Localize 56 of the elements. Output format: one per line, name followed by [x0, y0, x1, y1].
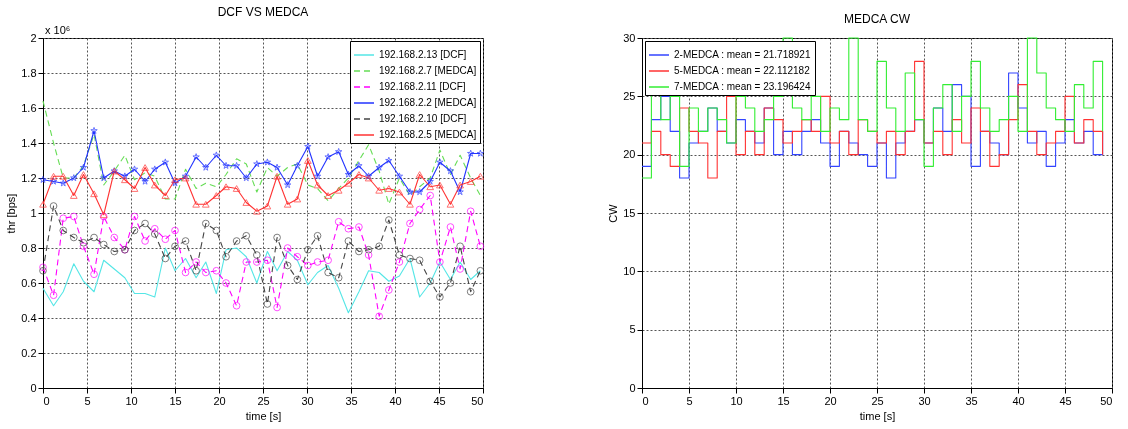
- legend-label: 192.168.2.10 [DCF]: [379, 113, 467, 124]
- y-tick-label: 1.4: [21, 136, 37, 149]
- x-tick-label: 25: [257, 394, 270, 407]
- y-tick-label: 1: [30, 206, 37, 219]
- y-tick-label: 25: [623, 89, 636, 102]
- x-tick-label: 30: [301, 394, 314, 407]
- y-tick-label: 1.2: [21, 171, 37, 184]
- chart-title: DCF VS MEDCA: [217, 5, 309, 19]
- legend-label: 2-MEDCA : mean = 21.718921: [674, 49, 811, 60]
- legend-label: 7-MEDCA : mean = 23.196424: [674, 81, 811, 92]
- x-axis-title: time [s]: [859, 409, 896, 422]
- y-tick-label: 0.8: [21, 241, 37, 254]
- x-tick-label: 5: [84, 394, 91, 407]
- x-tick-label: 15: [777, 394, 790, 407]
- legend-label: 192.168.2.11 [DCF]: [379, 81, 466, 92]
- y-tick-label: 2: [30, 31, 37, 44]
- y-tick-label: 0.4: [21, 311, 37, 324]
- x-tick-label: 15: [169, 394, 182, 407]
- x-tick-label: 0: [642, 394, 649, 407]
- legend-label: 192.168.2.2 [MEDCA]: [379, 97, 477, 108]
- y-tick-label: 0: [30, 381, 37, 394]
- x-tick-label: 45: [433, 394, 446, 407]
- x-tick-label: 40: [389, 394, 402, 407]
- x-tick-label: 50: [471, 394, 484, 407]
- y-tick-label: 0: [629, 381, 636, 394]
- y-axis-title: CW: [607, 203, 620, 223]
- legend-label: 192.168.2.5 [MEDCA]: [379, 129, 477, 140]
- y-tick-label: 15: [623, 206, 636, 219]
- x-tick-label: 20: [824, 394, 837, 407]
- x-tick-label: 35: [345, 394, 358, 407]
- x-tick-label: 30: [918, 394, 931, 407]
- y-tick-label: 20: [623, 148, 636, 161]
- y-tick-label: 30: [623, 31, 636, 44]
- y-tick-label: 10: [623, 264, 636, 277]
- y-tick-label: 5: [629, 323, 636, 336]
- legend-label: 5-MEDCA : mean = 22.112182: [674, 65, 811, 76]
- x-tick-label: 20: [213, 394, 226, 407]
- x-tick-label: 0: [43, 394, 50, 407]
- y-tick-label: 0.6: [21, 276, 37, 289]
- x-tick-label: 35: [965, 394, 978, 407]
- x-tick-label: 10: [125, 394, 138, 407]
- text: x 10⁶: [45, 24, 71, 36]
- x-tick-label: 45: [1059, 394, 1072, 407]
- chart-title: MEDCA CW: [844, 12, 911, 26]
- x-tick-label: 5: [686, 394, 693, 407]
- y-tick-label: 1.8: [21, 66, 37, 79]
- x-axis-title: time [s]: [245, 409, 282, 422]
- y-axis-title: thr [bps]: [5, 193, 18, 234]
- x-tick-label: 25: [871, 394, 884, 407]
- legend-label: 192.168.2.13 [DCF]: [379, 49, 467, 60]
- y-tick-label: 1.6: [21, 101, 37, 114]
- x-tick-label: 40: [1012, 394, 1025, 407]
- legend-label: 192.168.2.7 [MEDCA]: [379, 65, 477, 76]
- y-tick-label: 0.2: [21, 346, 37, 359]
- x-tick-label: 10: [730, 394, 743, 407]
- x-tick-label: 50: [1100, 394, 1113, 407]
